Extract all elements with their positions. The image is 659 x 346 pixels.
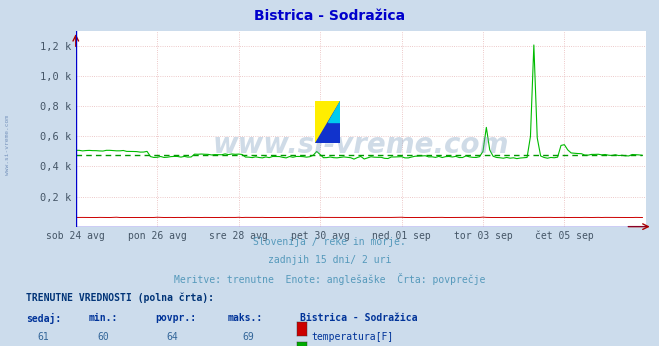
- Text: zadnjih 15 dni/ 2 uri: zadnjih 15 dni/ 2 uri: [268, 255, 391, 265]
- Text: www.si-vreme.com: www.si-vreme.com: [5, 115, 11, 175]
- Text: 69: 69: [242, 332, 254, 342]
- Text: TRENUTNE VREDNOSTI (polna črta):: TRENUTNE VREDNOSTI (polna črta):: [26, 292, 214, 303]
- Text: temperatura[F]: temperatura[F]: [312, 332, 394, 342]
- Text: 61: 61: [38, 332, 49, 342]
- Text: Bistrica - Sodražica: Bistrica - Sodražica: [300, 313, 417, 323]
- Text: sedaj:: sedaj:: [26, 313, 61, 324]
- Text: 64: 64: [166, 332, 178, 342]
- Text: povpr.:: povpr.:: [155, 313, 196, 323]
- Polygon shape: [328, 101, 340, 122]
- Text: 60: 60: [97, 332, 109, 342]
- Text: www.si-vreme.com: www.si-vreme.com: [213, 130, 509, 158]
- Text: Bistrica - Sodražica: Bistrica - Sodražica: [254, 9, 405, 22]
- Text: Slovenija / reke in morje.: Slovenija / reke in morje.: [253, 237, 406, 247]
- Polygon shape: [315, 101, 340, 143]
- Text: min.:: min.:: [89, 313, 119, 323]
- Text: Meritve: trenutne  Enote: anglešaške  Črta: povprečje: Meritve: trenutne Enote: anglešaške Črta…: [174, 273, 485, 285]
- Text: maks.:: maks.:: [227, 313, 262, 323]
